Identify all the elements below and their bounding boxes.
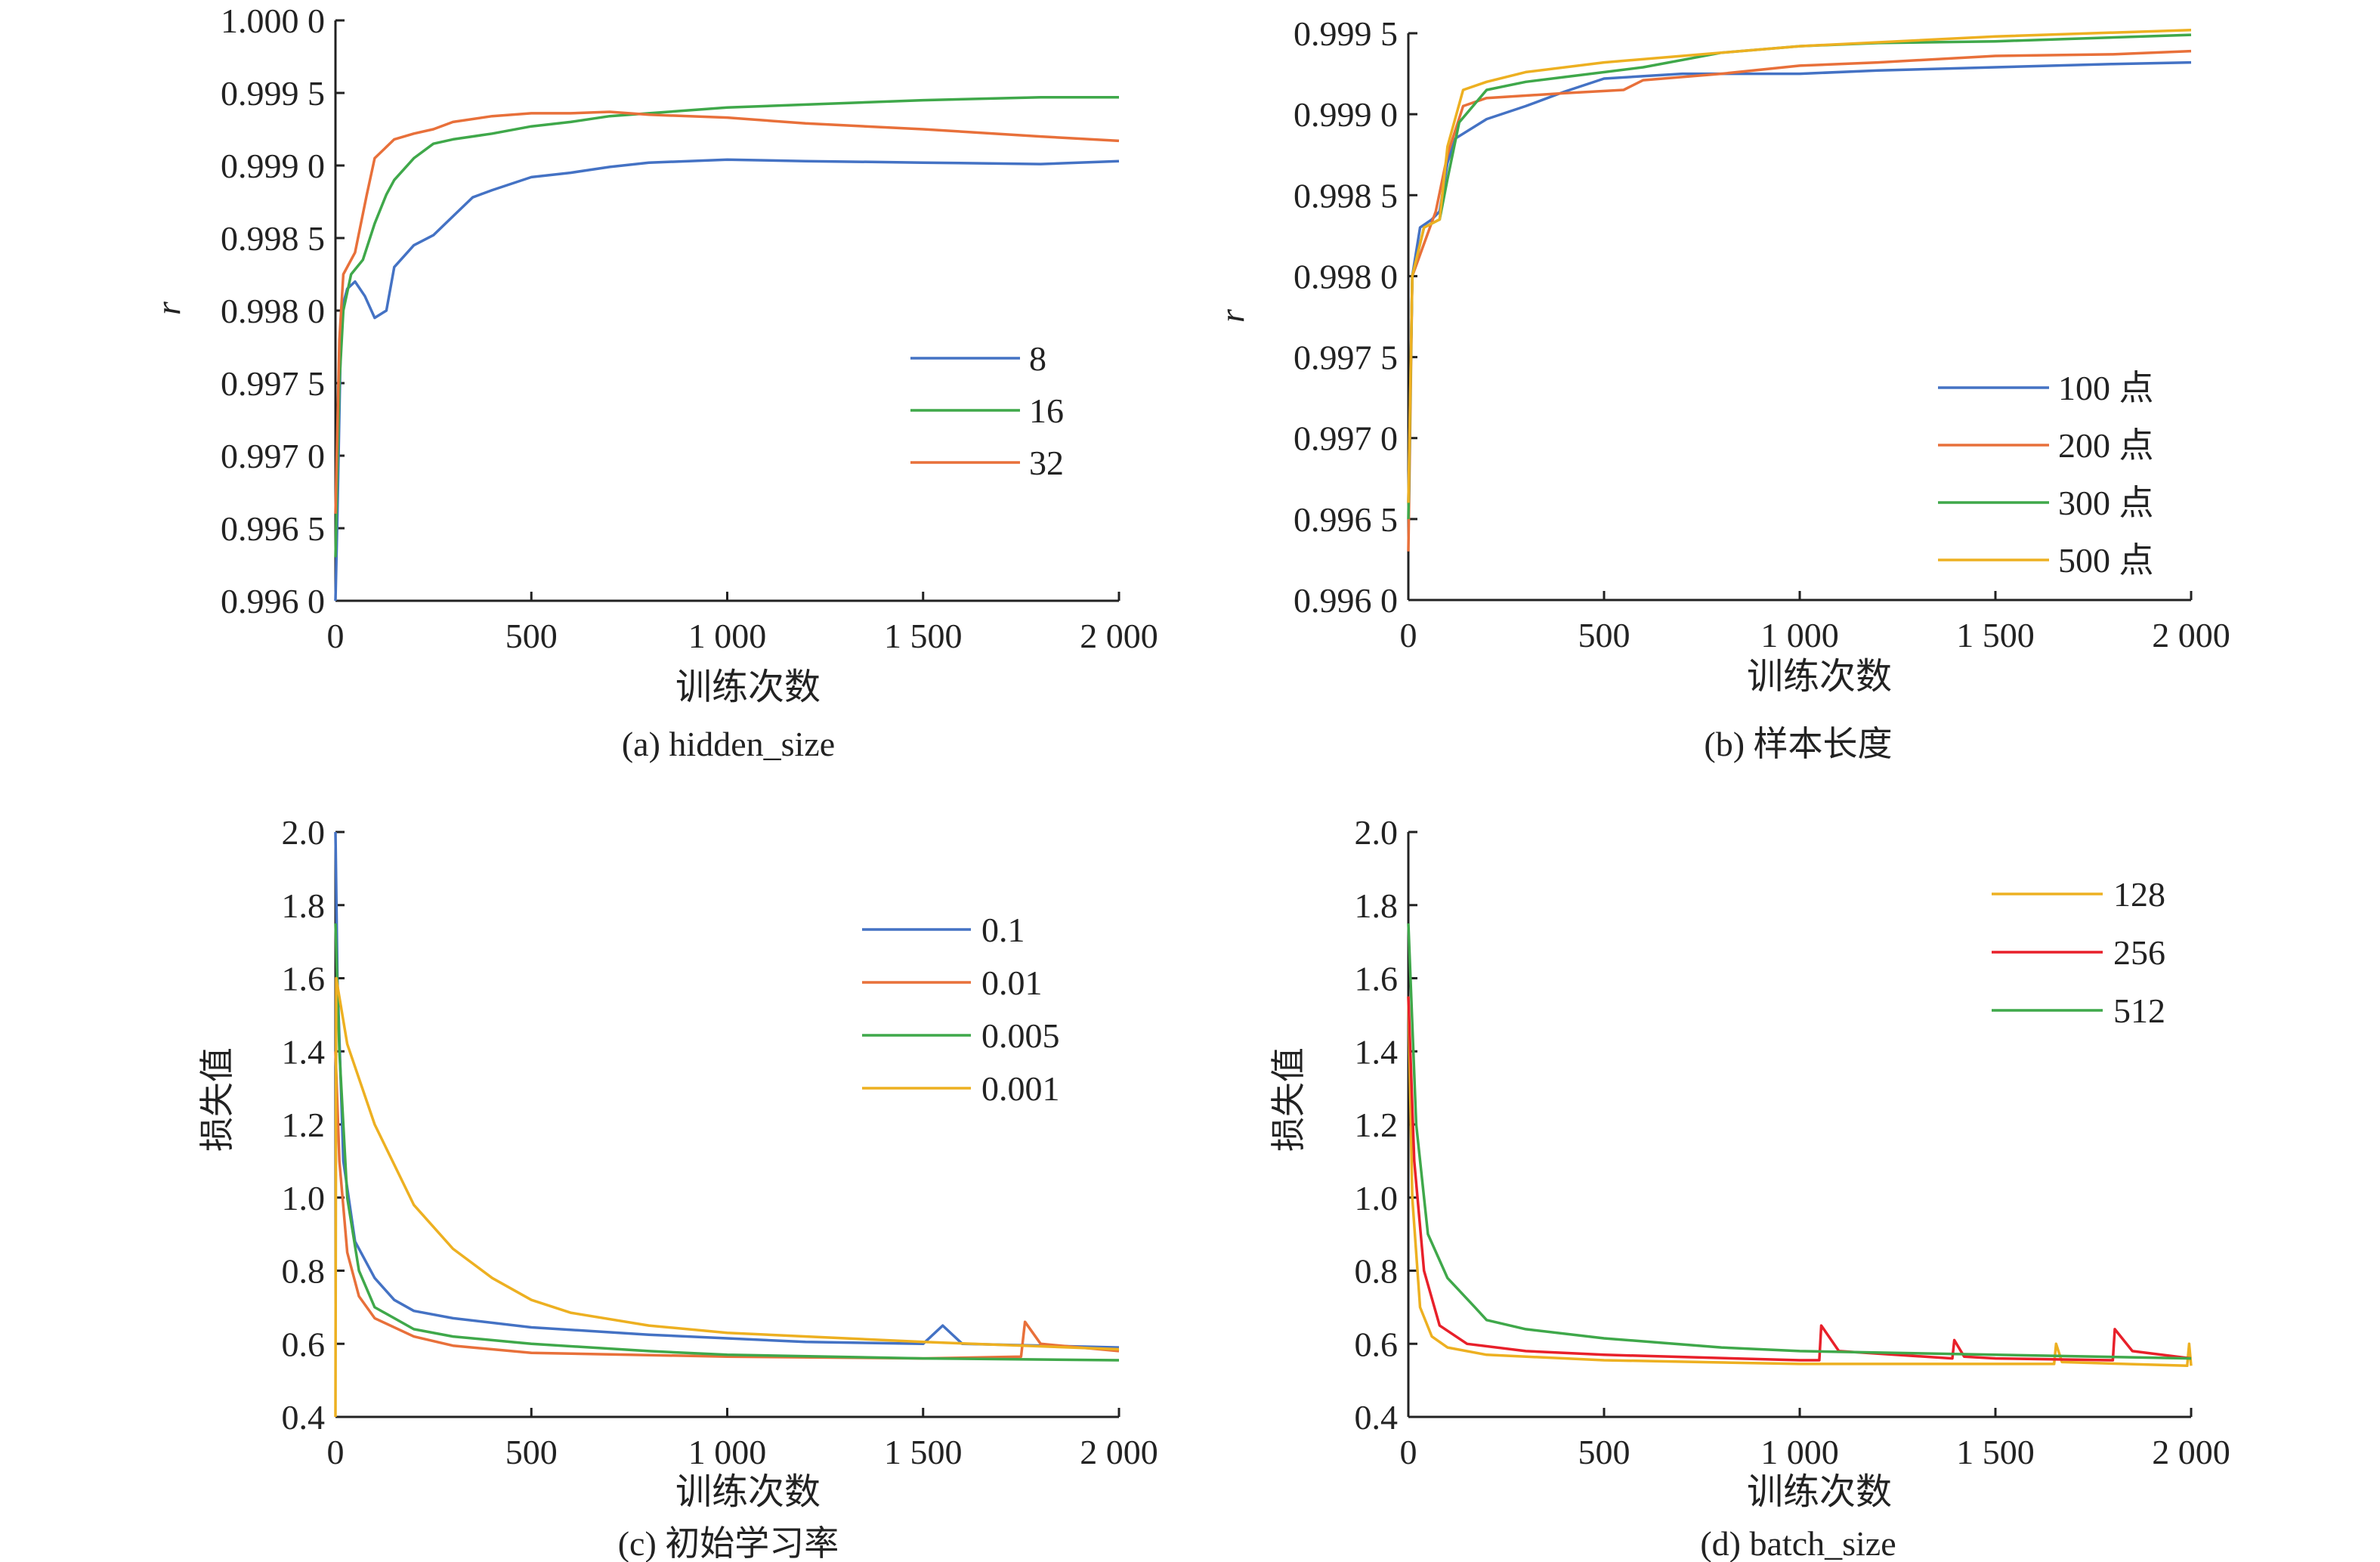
y-axis-label: 损失值	[198, 1047, 236, 1152]
y-tick-label: 0.6	[282, 1325, 326, 1363]
x-tick-label: 500	[505, 1433, 558, 1471]
legend-label: 0.005	[981, 1016, 1060, 1055]
y-tick-label: 0.8	[282, 1252, 326, 1291]
panel-caption: (a) hidden_size	[622, 725, 835, 763]
y-tick-label: 1.000 0	[221, 2, 325, 40]
x-axis-label: 训练次数	[1747, 657, 1892, 697]
y-tick-label: 1.0	[1355, 1179, 1399, 1217]
y-tick-label: 0.997 5	[221, 364, 325, 403]
series-line-2	[334, 923, 1120, 1362]
series-line-2	[334, 110, 1120, 514]
x-tick-label: 0	[327, 617, 345, 655]
legend-label: 16	[1029, 391, 1064, 430]
series-line-1	[334, 1051, 1120, 1360]
y-tick-label: 0.998 5	[221, 219, 325, 258]
y-tick-label: 0.997 0	[221, 437, 325, 475]
y-tick-label: 0.999 0	[221, 147, 325, 185]
y-tick-label: 1.8	[1355, 886, 1399, 925]
legend-label: 0.001	[981, 1069, 1060, 1108]
legend-label: 128	[2113, 875, 2165, 914]
x-tick-label: 2 000	[1080, 617, 1158, 655]
series-line-2	[1407, 923, 2192, 1360]
legend-label: 256	[2113, 933, 2165, 972]
y-tick-label: 0.999 5	[1294, 14, 1398, 53]
y-tick-label: 1.6	[1355, 960, 1399, 998]
y-tick-label: 0.999 5	[221, 74, 325, 113]
y-tick-label: 0.996 0	[1294, 581, 1398, 620]
y-tick-label: 0.4	[282, 1398, 326, 1437]
x-axis-label: 训练次数	[1747, 1472, 1892, 1512]
series-line-1	[1407, 996, 2192, 1362]
series-line-3	[334, 976, 1120, 1418]
y-tick-label: 2.0	[1355, 813, 1399, 852]
series-line-1	[334, 96, 1119, 558]
x-tick-label: 0	[327, 1433, 345, 1471]
legend-label: 32	[1029, 444, 1064, 482]
y-tick-label: 0.999 0	[1294, 95, 1398, 134]
y-axis-label: 损失值	[1269, 1047, 1308, 1152]
x-tick-label: 1 000	[1760, 616, 1839, 654]
x-axis-label: 训练次数	[675, 667, 821, 707]
series-line-3	[1407, 28, 2192, 503]
x-tick-label: 2 000	[2152, 616, 2230, 654]
series-line-0	[334, 158, 1120, 602]
x-tick-label: 2 000	[2152, 1433, 2230, 1471]
legend-label: 100 点	[2058, 369, 2154, 407]
panel-caption: (b) 样本长度	[1704, 725, 1892, 763]
legend-label: 512	[2113, 991, 2165, 1030]
y-tick-label: 1.8	[282, 886, 326, 925]
y-tick-label: 0.998 5	[1294, 176, 1398, 215]
y-tick-label: 1.4	[282, 1032, 326, 1071]
x-tick-label: 1 000	[1760, 1433, 1839, 1471]
y-tick-label: 0.996 5	[1294, 500, 1398, 539]
legend-label: 8	[1029, 339, 1046, 378]
y-tick-label: 1.2	[1355, 1106, 1399, 1144]
legend-label: 500 点	[2058, 541, 2154, 580]
series-line-1	[1407, 49, 2192, 552]
x-axis-label: 训练次数	[675, 1472, 821, 1512]
y-tick-label: 0.6	[1355, 1325, 1399, 1363]
y-tick-label: 0.997 0	[1294, 419, 1398, 458]
series-line-0	[1407, 996, 2193, 1368]
y-axis-label: r	[1213, 308, 1251, 323]
legend-label: 0.01	[981, 963, 1043, 1002]
y-tick-label: 2.0	[282, 813, 326, 852]
y-tick-label: 0.997 5	[1294, 339, 1398, 377]
chart-panel-3: 0.4 0.6 0.8 1.0 1.2 1.4 1.6 1.8 2.0 0 500 1 000 1 50…	[1269, 813, 2230, 1562]
x-tick-label: 500	[1578, 1433, 1630, 1471]
y-tick-label: 1.2	[282, 1106, 326, 1144]
y-axis-label: r	[149, 301, 187, 315]
y-tick-label: 0.996 0	[221, 582, 325, 620]
panel-caption: (d) batch_size	[1700, 1524, 1896, 1562]
x-tick-label: 500	[505, 617, 558, 655]
series-line-0	[334, 831, 1120, 1349]
x-tick-label: 0	[1400, 616, 1417, 654]
chart-panel-2: 0.4 0.6 0.8 1.0 1.2 1.4 1.6 1.8 2.0 0 500 1 000 1 50…	[198, 813, 1158, 1562]
y-tick-label: 0.996 5	[221, 509, 325, 548]
y-tick-label: 0.998 0	[1294, 257, 1398, 295]
x-tick-label: 500	[1578, 616, 1630, 654]
x-tick-label: 1 500	[1956, 616, 2035, 654]
y-tick-label: 0.4	[1355, 1398, 1399, 1437]
y-tick-label: 1.4	[1355, 1032, 1399, 1071]
x-tick-label: 2 000	[1080, 1433, 1158, 1471]
x-tick-label: 1 500	[884, 1433, 963, 1471]
x-tick-label: 0	[1400, 1433, 1417, 1471]
y-tick-label: 0.998 0	[221, 292, 325, 330]
x-tick-label: 1 500	[884, 617, 963, 655]
y-tick-label: 0.8	[1355, 1252, 1399, 1291]
x-tick-label: 1 000	[688, 617, 767, 655]
y-tick-label: 1.0	[282, 1179, 326, 1217]
y-tick-label: 1.6	[282, 960, 326, 998]
x-tick-label: 1 500	[1956, 1433, 2035, 1471]
series-line-0	[1407, 60, 2192, 503]
legend-label: 300 点	[2058, 484, 2154, 522]
chart-panel-0: 0.996 0 0.996 5 0.997 0 0.997 5 0.998 0 0.998…	[149, 2, 1158, 763]
panel-caption: (c) 初始学习率	[618, 1524, 839, 1562]
legend-label: 200 点	[2058, 426, 2154, 465]
x-tick-label: 1 000	[688, 1433, 767, 1471]
chart-panel-1: 0.996 0 0.996 5 0.997 0 0.997 5 0.998 0 0.998…	[1213, 14, 2230, 763]
legend-label: 0.1	[981, 911, 1025, 949]
